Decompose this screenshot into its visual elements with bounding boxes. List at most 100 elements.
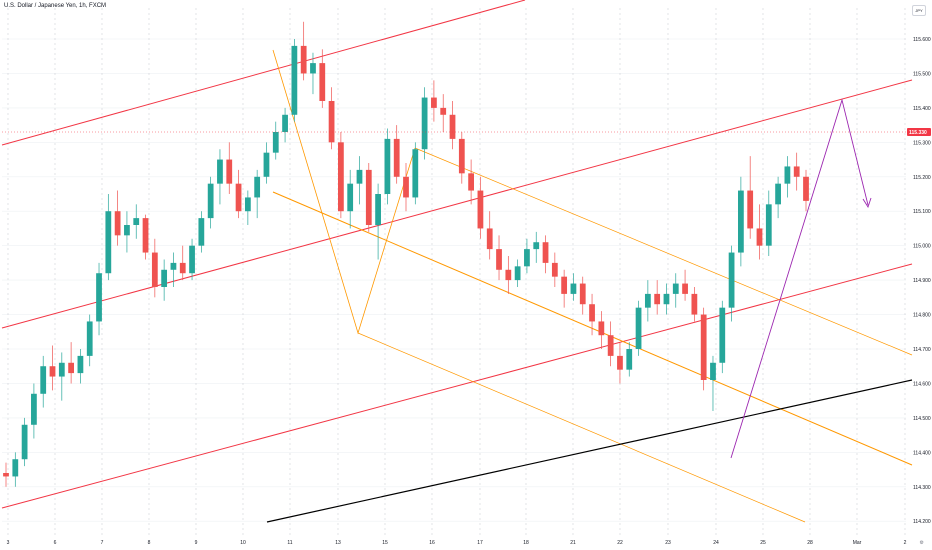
price-tick-label: 114.700 xyxy=(913,347,931,353)
candle-body xyxy=(142,218,149,253)
time-tick-label: 13 xyxy=(335,540,341,546)
candle-body xyxy=(124,225,130,236)
symbol-title: U.S. Dollar / Japanese Yen, 1h, FXCM xyxy=(4,3,107,9)
price-tick-label: 114.400 xyxy=(913,450,931,456)
candle-body xyxy=(356,169,363,184)
price-tick-label: 115.000 xyxy=(913,244,931,250)
time-tick-label: 16 xyxy=(429,540,435,546)
candle-body xyxy=(12,459,19,477)
orange-zigzag xyxy=(272,49,416,335)
last-price-badge xyxy=(907,128,931,136)
candle-body xyxy=(328,101,335,143)
candle-body xyxy=(244,197,251,212)
gear-icon[interactable]: ⚙ xyxy=(919,540,924,546)
candle-body xyxy=(607,335,614,356)
candle-body xyxy=(161,269,168,287)
candle-body xyxy=(21,424,28,460)
candle-body xyxy=(551,262,558,277)
candle-body xyxy=(719,307,726,363)
candle-body xyxy=(77,355,84,374)
candle-body xyxy=(505,269,512,281)
time-tick-label: 28 xyxy=(807,540,813,546)
orange-channel-middle xyxy=(272,191,913,466)
candle-body xyxy=(375,194,381,225)
price-tick-label: 115.600 xyxy=(913,37,931,43)
candle-body xyxy=(170,262,177,270)
candle-body xyxy=(198,218,205,246)
candle-body xyxy=(151,252,158,287)
price-tick-label: 114.900 xyxy=(913,278,931,284)
time-tick-label: 25 xyxy=(760,540,766,546)
time-tick-label: 22 xyxy=(617,540,623,546)
projection-arrowhead xyxy=(862,197,872,209)
time-tick-label: 7 xyxy=(101,540,104,546)
candle-body xyxy=(235,183,242,212)
candle-body xyxy=(421,97,428,150)
candle-body xyxy=(263,152,270,177)
price-tick-label: 115.200 xyxy=(913,175,931,181)
candle-body xyxy=(384,138,391,194)
candle-body xyxy=(291,45,298,115)
candle-body xyxy=(654,293,661,305)
candle-body xyxy=(338,142,344,212)
candle-body xyxy=(468,173,474,191)
candle-body xyxy=(300,45,307,74)
candle-body xyxy=(514,266,521,281)
candle-body xyxy=(598,321,605,336)
time-tick-label: 21 xyxy=(570,540,576,546)
time-tick-label: 6 xyxy=(54,540,57,546)
candle-body xyxy=(486,228,493,250)
candle-body xyxy=(542,242,549,263)
candle-body xyxy=(728,252,735,308)
red-channel-lower xyxy=(1,263,913,509)
candle-body xyxy=(319,63,326,101)
candle-body xyxy=(524,249,530,267)
candle-body xyxy=(58,362,65,377)
price-tick-label: 115.500 xyxy=(913,71,931,77)
candle-body xyxy=(365,169,372,225)
candle-body xyxy=(756,228,763,246)
price-axis: 115.600 115.500 115.400 115.300 115.200 115.1… xyxy=(913,37,931,525)
grid-layer xyxy=(2,8,906,535)
time-tick-label: 10 xyxy=(240,540,246,546)
candle-body xyxy=(403,176,409,198)
candle-body xyxy=(747,190,754,229)
candle-body xyxy=(393,138,400,177)
candle-body xyxy=(682,283,688,294)
candle-body xyxy=(217,159,223,184)
candle-body xyxy=(617,355,623,370)
time-tick-label: Mar xyxy=(853,540,862,546)
candle-body xyxy=(626,349,633,370)
price-tick-label: 114.200 xyxy=(913,519,931,525)
drawings-layer xyxy=(1,0,913,523)
projection-path xyxy=(730,98,869,459)
candle-body xyxy=(589,304,595,322)
candle-body xyxy=(663,293,670,305)
time-tick-label: 18 xyxy=(523,540,529,546)
support-trend-line xyxy=(266,379,913,523)
time-tick-label: 23 xyxy=(665,540,671,546)
candle-body xyxy=(189,245,195,274)
currency-button[interactable]: JPY xyxy=(912,5,926,16)
candle-body xyxy=(114,211,121,236)
candle-body xyxy=(431,97,437,108)
candle-body xyxy=(254,176,261,198)
candle-body xyxy=(347,183,354,212)
candle-body xyxy=(458,138,465,174)
time-tick-label: 2 xyxy=(904,540,907,546)
orange-channel-upper xyxy=(414,147,913,356)
candle-body xyxy=(272,132,279,153)
time-tick-label: 24 xyxy=(713,540,719,546)
candle-body xyxy=(86,321,93,356)
candle-body xyxy=(133,218,140,225)
candle-body xyxy=(449,114,456,139)
candle-body xyxy=(412,149,419,198)
time-axis: 3 6 7 8 9 10 11 13 15 16 17 18 21 22 23 24 25 28 Mar 2 xyxy=(7,540,907,546)
candle-body xyxy=(179,262,186,274)
candle-body xyxy=(775,183,781,205)
time-tick-label: 3 xyxy=(7,540,10,546)
candle-body xyxy=(570,283,577,294)
candle-body xyxy=(207,183,214,219)
candle-body xyxy=(691,293,698,315)
